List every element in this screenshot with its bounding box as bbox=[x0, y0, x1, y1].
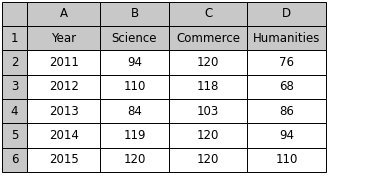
Bar bbox=[247, 26, 326, 50]
Text: Science: Science bbox=[112, 32, 157, 45]
Bar bbox=[169, 123, 247, 148]
Bar bbox=[169, 75, 247, 99]
Bar bbox=[169, 148, 247, 172]
Text: 120: 120 bbox=[197, 153, 219, 166]
Text: 120: 120 bbox=[123, 153, 145, 166]
Bar bbox=[2, 148, 27, 172]
Bar bbox=[247, 123, 326, 148]
Bar bbox=[2, 99, 27, 123]
Bar bbox=[2, 50, 27, 75]
Bar bbox=[100, 123, 169, 148]
Text: 84: 84 bbox=[127, 105, 142, 118]
Bar bbox=[2, 123, 27, 148]
Bar bbox=[27, 123, 100, 148]
Text: 76: 76 bbox=[279, 56, 294, 69]
Text: 110: 110 bbox=[275, 153, 298, 166]
Bar bbox=[100, 75, 169, 99]
Bar bbox=[100, 2, 169, 26]
Text: 94: 94 bbox=[279, 129, 294, 142]
Bar bbox=[27, 2, 100, 26]
Bar bbox=[169, 26, 247, 50]
Text: 110: 110 bbox=[123, 80, 145, 93]
Bar bbox=[27, 148, 100, 172]
Text: Commerce: Commerce bbox=[176, 32, 240, 45]
Text: D: D bbox=[282, 8, 291, 20]
Bar bbox=[2, 75, 27, 99]
Bar bbox=[100, 50, 169, 75]
Text: 2015: 2015 bbox=[49, 153, 78, 166]
Text: Year: Year bbox=[51, 32, 76, 45]
Bar bbox=[2, 2, 27, 26]
Text: 86: 86 bbox=[279, 105, 294, 118]
Bar bbox=[27, 99, 100, 123]
Text: 120: 120 bbox=[197, 56, 219, 69]
Text: 4: 4 bbox=[11, 105, 18, 118]
Text: 103: 103 bbox=[197, 105, 219, 118]
Text: 2014: 2014 bbox=[48, 129, 79, 142]
Text: 2013: 2013 bbox=[49, 105, 78, 118]
Text: 5: 5 bbox=[11, 129, 18, 142]
Bar bbox=[169, 99, 247, 123]
Bar bbox=[27, 50, 100, 75]
Bar bbox=[2, 26, 27, 50]
Bar bbox=[27, 26, 100, 50]
Text: 2012: 2012 bbox=[48, 80, 79, 93]
Text: 3: 3 bbox=[11, 80, 18, 93]
Text: A: A bbox=[60, 8, 68, 20]
Text: Humanities: Humanities bbox=[253, 32, 320, 45]
Text: 118: 118 bbox=[197, 80, 219, 93]
Text: 2011: 2011 bbox=[48, 56, 79, 69]
Text: 1: 1 bbox=[11, 32, 18, 45]
Text: 2: 2 bbox=[11, 56, 18, 69]
Text: 68: 68 bbox=[279, 80, 294, 93]
Text: 94: 94 bbox=[127, 56, 142, 69]
Bar bbox=[247, 50, 326, 75]
Bar bbox=[169, 50, 247, 75]
Bar bbox=[27, 75, 100, 99]
Text: 119: 119 bbox=[123, 129, 146, 142]
Bar bbox=[247, 75, 326, 99]
Text: B: B bbox=[131, 8, 138, 20]
Bar bbox=[247, 2, 326, 26]
Text: 120: 120 bbox=[197, 129, 219, 142]
Bar bbox=[247, 99, 326, 123]
Bar bbox=[169, 2, 247, 26]
Bar bbox=[100, 99, 169, 123]
Bar bbox=[247, 148, 326, 172]
Text: C: C bbox=[204, 8, 212, 20]
Text: 6: 6 bbox=[11, 153, 18, 166]
Bar bbox=[100, 148, 169, 172]
Bar bbox=[100, 26, 169, 50]
